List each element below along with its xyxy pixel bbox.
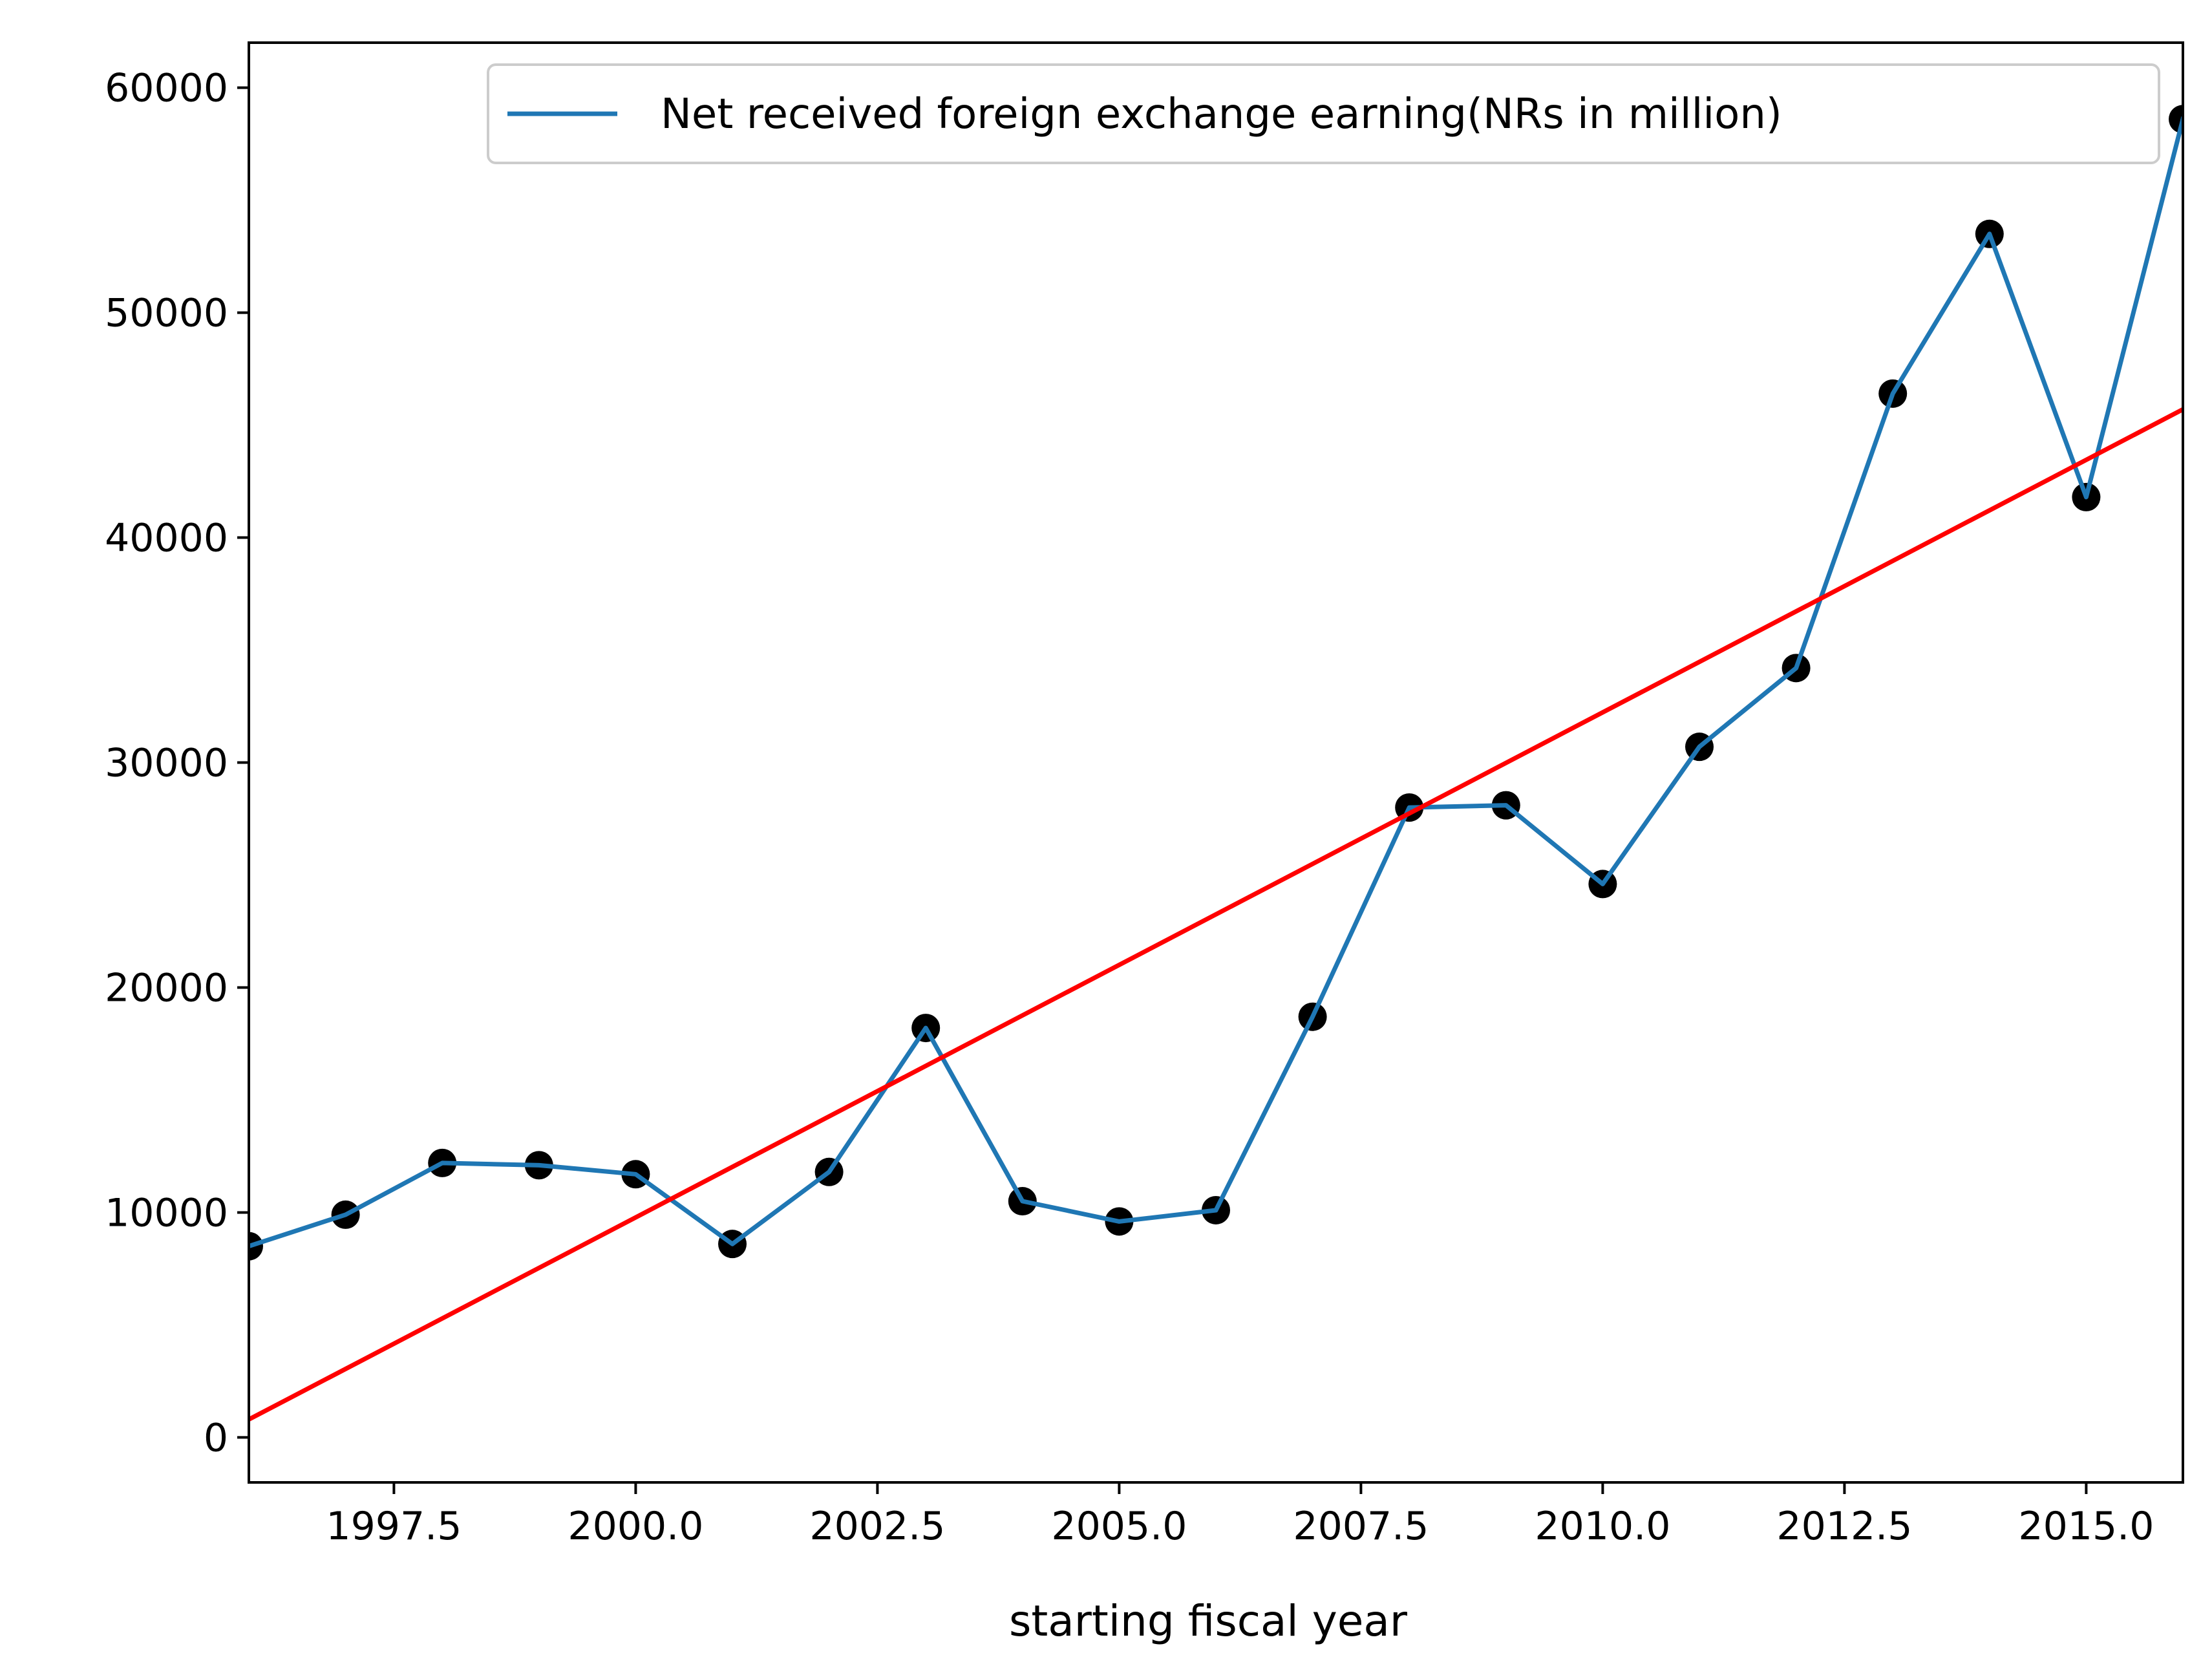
plot-content [249, 105, 2183, 1422]
x-tick-label: 2012.5 [1776, 1504, 1912, 1549]
y-tick-label: 0 [204, 1415, 228, 1460]
plot-area [249, 105, 2183, 1422]
x-tick-label: 2000.0 [568, 1504, 703, 1549]
y-tick-label: 30000 [105, 741, 228, 786]
x-tick-label: 1997.5 [326, 1504, 462, 1549]
axes: 1997.5 2000.0 2002.5 2005.0 2007.5 2010.0 2012… [105, 41, 2184, 1549]
x-tick-label: 2010.0 [1535, 1504, 1670, 1549]
y-tick-label: 40000 [105, 516, 228, 561]
y-tick-label: 20000 [105, 965, 228, 1010]
legend: Net received foreign exchange earning(NR… [487, 63, 2160, 164]
y-tick-label: 60000 [105, 66, 228, 111]
x-tick-label: 2002.5 [809, 1504, 945, 1549]
legend-box [487, 63, 2160, 164]
y-tick-label: 50000 [105, 291, 228, 336]
trend-line [249, 407, 2183, 1422]
series-line [249, 116, 2183, 1249]
y-tick-label: 10000 [105, 1190, 228, 1235]
x-tick-label: 2007.5 [1293, 1504, 1429, 1549]
x-tick-label: 2015.0 [2018, 1504, 2154, 1549]
x-axis-title: starting fiscal year [1009, 1596, 1408, 1646]
x-tick-label: 2005.0 [1051, 1504, 1187, 1549]
legend-label: Net received foreign exchange earning(NR… [661, 91, 1782, 138]
